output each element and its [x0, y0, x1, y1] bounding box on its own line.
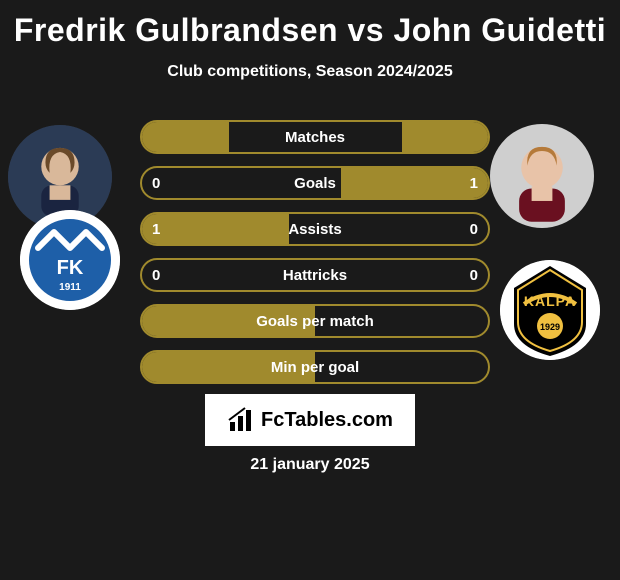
club-right-logo: KALPA 1929 [500, 260, 600, 360]
stat-row-goals-per-match: Goals per match [140, 304, 490, 338]
date-line: 21 january 2025 [0, 456, 620, 474]
stat-row-assists: 1 0 Assists [140, 212, 490, 246]
stat-value-left: 0 [152, 168, 192, 198]
page-subtitle: Club competitions, Season 2024/2025 [0, 63, 620, 81]
stat-fill-left [142, 352, 315, 382]
svg-text:FK: FK [57, 257, 84, 279]
fctables-chart-icon [227, 406, 255, 434]
stat-value-left: 1 [152, 214, 192, 244]
stat-label: Hattricks [142, 260, 488, 290]
fctables-text: FcTables.com [261, 409, 393, 432]
stat-row-goals: 0 1 Goals [140, 166, 490, 200]
stat-row-min-per-goal: Min per goal [140, 350, 490, 384]
stat-value-left: 0 [152, 260, 192, 290]
stat-value-right: 1 [438, 168, 478, 198]
stats-container: Matches 0 1 Goals 1 0 Assists 0 0 Hattri… [140, 120, 490, 396]
svg-text:1911: 1911 [59, 282, 81, 293]
fctables-watermark: FcTables.com [205, 394, 415, 446]
kalpa-icon: KALPA 1929 [500, 260, 600, 360]
stat-value-right: 0 [438, 260, 478, 290]
player-right-avatar [490, 124, 594, 228]
stat-value-right: 0 [438, 214, 478, 244]
stat-fill-right [402, 122, 489, 152]
svg-text:KALPA: KALPA [524, 293, 576, 309]
molde-fk-icon: FK 1911 [20, 210, 120, 310]
stat-row-hattricks: 0 0 Hattricks [140, 258, 490, 292]
club-left-logo: FK 1911 [20, 210, 120, 310]
stat-fill-left [142, 122, 229, 152]
stat-fill-left [142, 306, 315, 336]
stat-row-matches: Matches [140, 120, 490, 154]
page-title: Fredrik Gulbrandsen vs John Guidetti [0, 0, 620, 49]
svg-text:1929: 1929 [540, 322, 560, 332]
player-silhouette-icon [490, 124, 594, 228]
comparison-infographic: Fredrik Gulbrandsen vs John Guidetti Clu… [0, 0, 620, 580]
